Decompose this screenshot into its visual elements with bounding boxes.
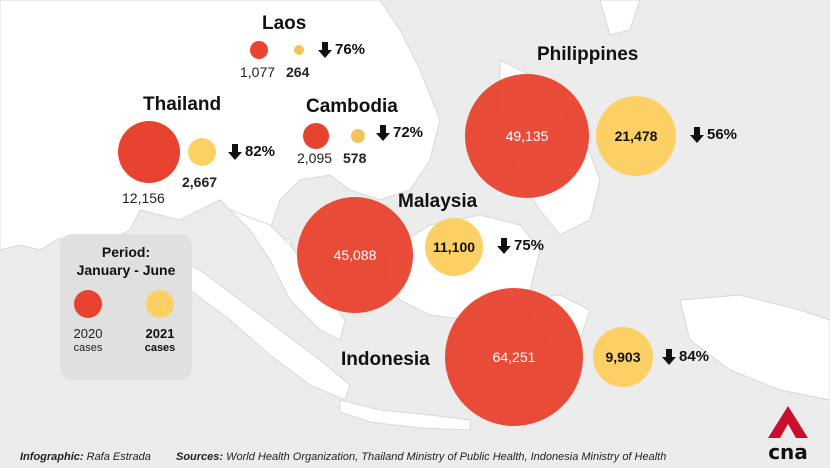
cna-logo: cna: [766, 404, 810, 464]
country-label-philippines: Philippines: [537, 44, 639, 65]
drop-laos: 76%: [318, 41, 365, 58]
drop-value-laos: 76%: [335, 41, 366, 58]
footer-sources-label: Sources:: [176, 451, 224, 463]
cases-2020-thailand: 12,156: [122, 190, 165, 206]
bubble-2021-indonesia: 9,903: [593, 327, 653, 387]
bubble-2020-laos: [250, 41, 268, 59]
small-island: [599, 0, 641, 36]
cases-2021-malaysia: 11,100: [432, 239, 476, 255]
down-arrow-icon: [690, 126, 704, 143]
country-label-indonesia: Indonesia: [341, 349, 430, 370]
cases-2020-laos: 1,077: [240, 64, 276, 80]
drop-indonesia: 84%: [662, 348, 709, 365]
drop-value-cambodia: 72%: [393, 124, 424, 141]
country-label-laos: Laos: [262, 13, 307, 34]
footer-sources-value: World Health Organization, Thailand Mini…: [226, 451, 667, 463]
papua: [679, 294, 830, 401]
cases-2020-cambodia: 2,095: [297, 150, 333, 166]
country-label-cambodia: Cambodia: [306, 96, 398, 117]
legend-swatch-2021: [146, 290, 174, 318]
cases-2021-thailand: 2,667: [182, 174, 218, 190]
drop-value-thailand: 82%: [245, 143, 276, 160]
legend: Period: January - June 2020 cases 2021 c…: [60, 234, 192, 380]
malay-peninsula: [229, 209, 346, 341]
cases-2020-philippines: 49,135: [505, 128, 549, 144]
drop-thailand: 82%: [228, 143, 275, 160]
drop-cambodia: 72%: [376, 124, 423, 141]
footer-sources: Sources: World Health Organization, Thai…: [176, 451, 666, 463]
cna-logo-mark-icon: [768, 406, 808, 438]
footer-infographic-label: Infographic:: [20, 451, 84, 463]
drop-philippines: 56%: [690, 126, 737, 143]
cna-logo-text: cna: [768, 440, 808, 464]
bubble-2021-malaysia: 11,100: [425, 218, 483, 276]
cases-2021-laos: 264: [286, 64, 310, 80]
legend-label-2021-sub: cases: [144, 342, 176, 354]
java: [339, 399, 471, 431]
bubble-2020-cambodia: [303, 123, 329, 149]
legend-title-line2: January - June: [76, 262, 176, 278]
down-arrow-icon: [376, 124, 390, 141]
legend-label-2020-year: 2020: [73, 326, 103, 341]
drop-malaysia: 75%: [497, 237, 544, 254]
drop-value-malaysia: 75%: [514, 237, 545, 254]
down-arrow-icon: [497, 237, 511, 254]
down-arrow-icon: [228, 143, 242, 160]
footer-credit: Infographic: Rafa Estrada: [20, 451, 151, 463]
cases-2020-malaysia: 45,088: [333, 247, 377, 263]
bubble-2021-philippines: 21,478: [596, 96, 676, 176]
legend-label-2021-year: 2021: [145, 326, 175, 341]
drop-value-indonesia: 84%: [679, 348, 710, 365]
cases-2020-indonesia: 64,251: [492, 349, 536, 365]
cases-2021-philippines: 21,478: [614, 128, 658, 144]
bubble-2020-indonesia: 64,251: [445, 288, 583, 426]
legend-title-line1: Period:: [101, 244, 151, 260]
country-label-malaysia: Malaysia: [398, 191, 478, 212]
drop-value-philippines: 56%: [707, 126, 738, 143]
footer-infographic-value: Rafa Estrada: [86, 451, 151, 463]
bubble-2021-thailand: [188, 138, 216, 166]
down-arrow-icon: [318, 41, 332, 58]
country-label-thailand: Thailand: [143, 94, 222, 115]
cases-2021-indonesia: 9,903: [605, 349, 641, 365]
bubble-2020-malaysia: 45,088: [297, 197, 413, 313]
legend-label-2020-sub: cases: [73, 342, 103, 354]
bubble-2021-cambodia: [351, 129, 365, 143]
legend-swatch-2020: [74, 290, 102, 318]
bubble-2020-thailand: [118, 121, 180, 183]
cases-2021-cambodia: 578: [343, 150, 367, 166]
bubble-2021-laos: [294, 45, 304, 55]
down-arrow-icon: [662, 348, 676, 365]
bubble-2020-philippines: 49,135: [465, 74, 589, 198]
